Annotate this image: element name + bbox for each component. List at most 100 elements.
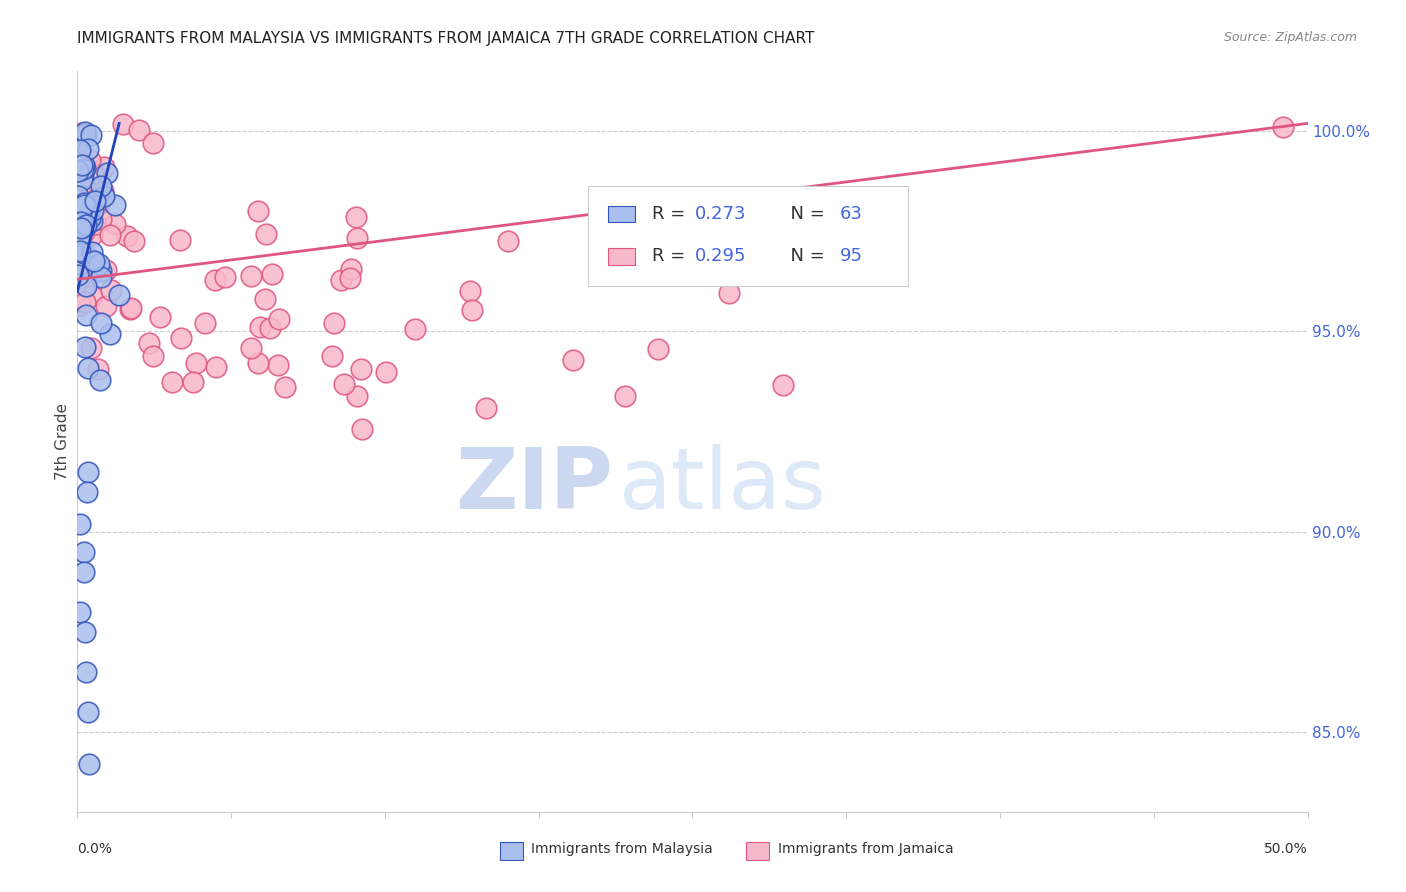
Point — [67, 230, 90, 244]
Point — [707, 252, 730, 267]
Point — [77, 142, 100, 156]
Y-axis label: 7th Grade: 7th Grade — [55, 403, 70, 480]
Point — [83, 254, 105, 268]
Point — [73, 205, 96, 219]
Point — [115, 229, 138, 244]
Point — [344, 210, 367, 224]
Point — [333, 376, 356, 391]
Point — [73, 565, 96, 579]
Point — [79, 185, 101, 199]
Point — [84, 218, 107, 232]
Point — [170, 331, 193, 345]
Point — [87, 361, 110, 376]
Text: 95: 95 — [841, 247, 863, 266]
Point — [98, 327, 121, 342]
Point — [90, 269, 112, 284]
Point — [75, 309, 97, 323]
Point — [240, 341, 263, 355]
Point — [128, 123, 150, 137]
Text: R =: R = — [652, 205, 690, 223]
Point — [375, 365, 398, 379]
Point — [267, 358, 290, 372]
Point — [75, 340, 97, 354]
Point — [214, 270, 236, 285]
Point — [89, 196, 111, 211]
Point — [75, 218, 97, 232]
Point — [69, 206, 91, 220]
Text: Immigrants from Malaysia: Immigrants from Malaysia — [531, 842, 713, 856]
Text: 0.273: 0.273 — [695, 205, 747, 223]
Point — [247, 203, 270, 218]
Text: atlas: atlas — [619, 444, 827, 527]
Point — [77, 705, 100, 719]
Point — [69, 294, 91, 309]
Point — [84, 194, 107, 209]
Point — [82, 167, 104, 181]
Point — [76, 484, 98, 499]
Point — [69, 605, 91, 619]
Text: R =: R = — [652, 247, 690, 266]
Point — [67, 164, 90, 178]
Point — [350, 422, 373, 436]
Point — [1272, 120, 1295, 135]
Point — [80, 244, 103, 259]
Point — [90, 211, 112, 226]
Point — [239, 268, 262, 283]
Point — [75, 665, 97, 679]
Point — [322, 316, 344, 330]
Point — [70, 158, 93, 172]
Point — [349, 362, 371, 376]
Point — [561, 353, 583, 368]
Point — [186, 356, 208, 370]
Point — [90, 179, 112, 194]
Point — [80, 128, 103, 143]
Point — [75, 219, 97, 234]
Point — [70, 215, 93, 229]
Text: 63: 63 — [841, 205, 863, 223]
Point — [260, 267, 283, 281]
Point — [346, 389, 368, 403]
Point — [67, 268, 90, 282]
Point — [321, 349, 343, 363]
Point — [73, 125, 96, 139]
Point — [77, 756, 100, 771]
Text: IMMIGRANTS FROM MALAYSIA VS IMMIGRANTS FROM JAMAICA 7TH GRADE CORRELATION CHART: IMMIGRANTS FROM MALAYSIA VS IMMIGRANTS F… — [77, 31, 814, 46]
Point — [259, 321, 281, 335]
Point — [72, 196, 94, 211]
Point — [709, 249, 731, 263]
Point — [253, 292, 276, 306]
Point — [69, 221, 91, 235]
Point — [339, 271, 361, 285]
Point — [77, 203, 100, 218]
Text: 50.0%: 50.0% — [1264, 842, 1308, 856]
Point — [72, 162, 94, 177]
Point — [340, 261, 363, 276]
Point — [69, 271, 91, 285]
Point — [475, 401, 498, 416]
Point — [75, 127, 97, 141]
Point — [769, 249, 792, 263]
Point — [67, 189, 90, 203]
Text: ZIP: ZIP — [454, 444, 613, 527]
Point — [193, 316, 215, 330]
Point — [69, 126, 91, 140]
Point — [160, 375, 183, 389]
Point — [75, 218, 97, 232]
Point — [73, 198, 96, 212]
Point — [273, 380, 295, 394]
Point — [82, 213, 104, 227]
Point — [69, 251, 91, 265]
Point — [73, 158, 96, 172]
Point — [75, 209, 97, 223]
Point — [93, 189, 115, 203]
Point — [111, 117, 134, 131]
Point — [141, 136, 163, 151]
Point — [70, 219, 93, 234]
Point — [138, 335, 160, 350]
Point — [82, 227, 104, 242]
Point — [149, 310, 172, 324]
Point — [269, 312, 291, 326]
Point — [249, 319, 271, 334]
Point — [118, 301, 141, 316]
Point — [79, 200, 101, 214]
